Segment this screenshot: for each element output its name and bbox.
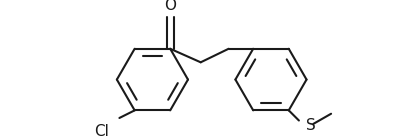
Text: O: O (164, 0, 176, 13)
Text: S: S (306, 118, 316, 133)
Text: Cl: Cl (94, 124, 109, 138)
